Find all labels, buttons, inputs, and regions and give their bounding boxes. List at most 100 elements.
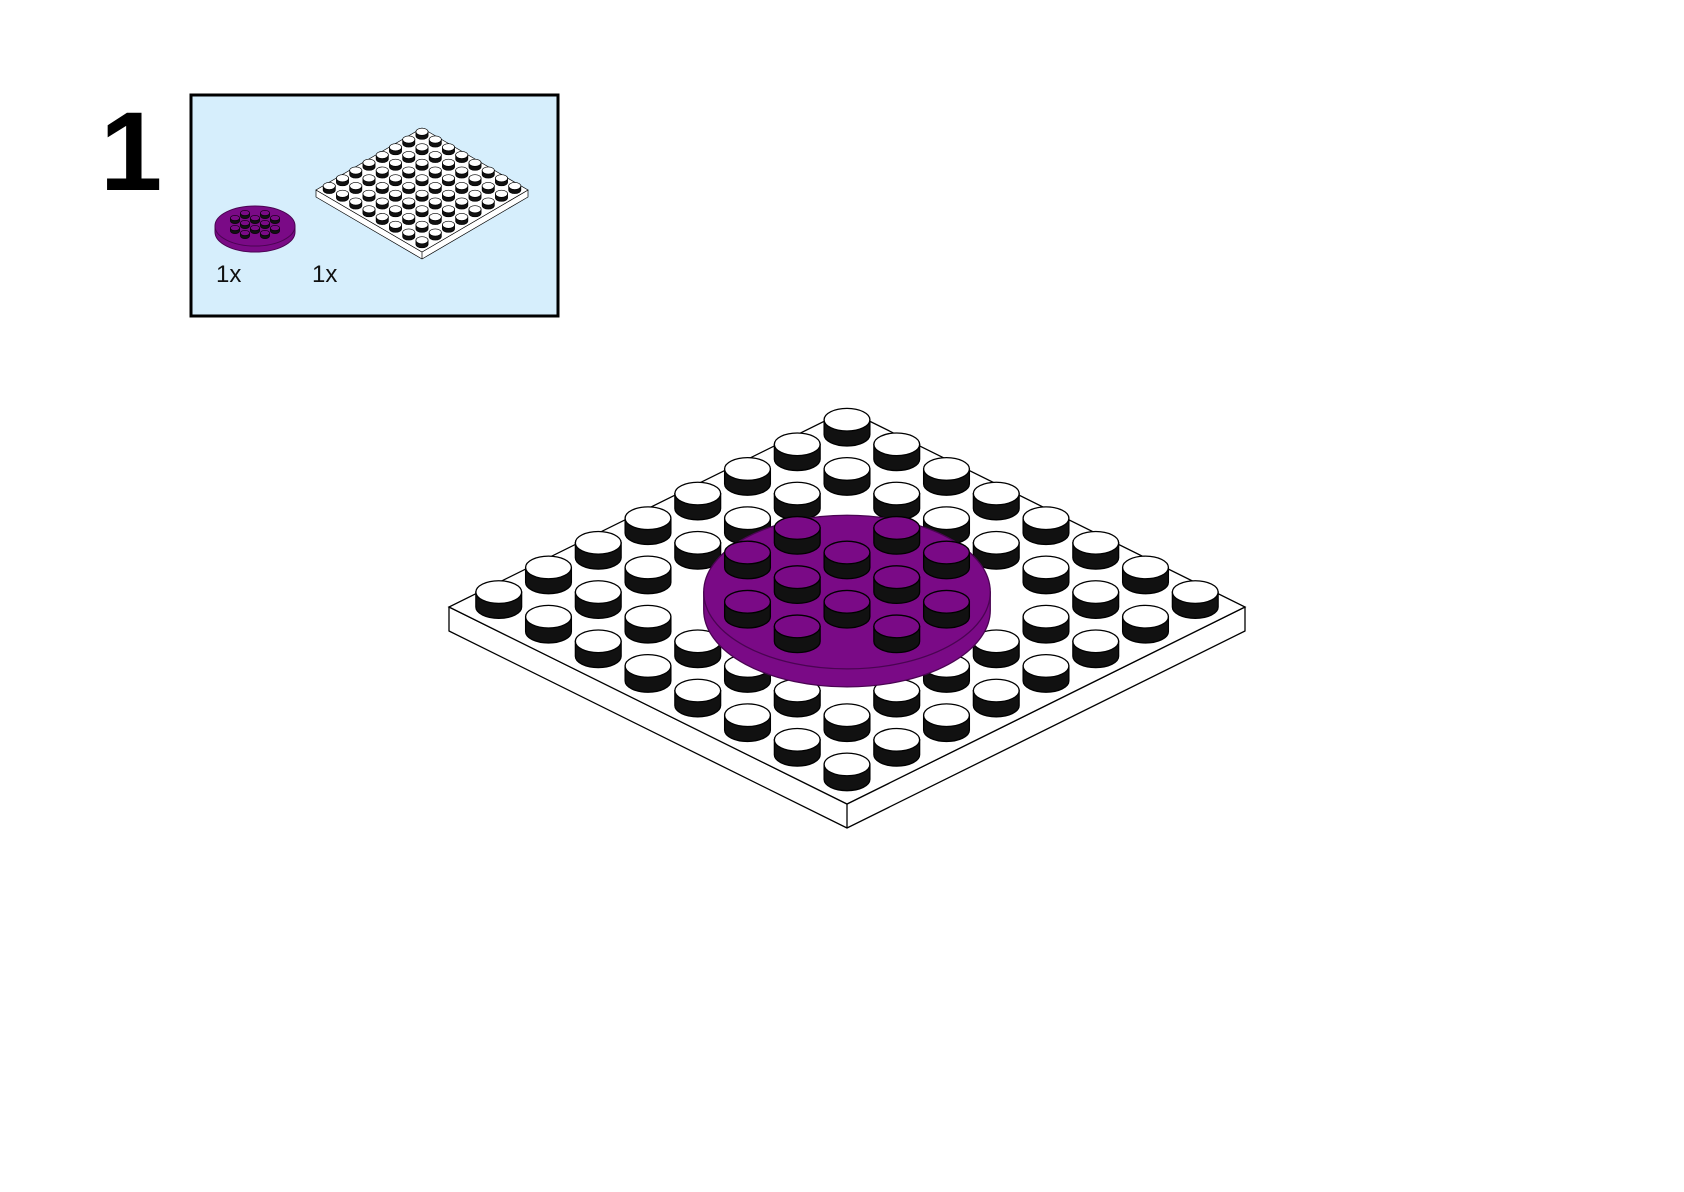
stud-top <box>389 174 402 183</box>
part-quantity: 1x <box>312 261 337 288</box>
stud <box>624 653 672 693</box>
stud <box>428 166 442 179</box>
stud-top <box>1072 580 1120 605</box>
stud <box>481 166 495 179</box>
stud-top <box>389 220 402 229</box>
stud <box>362 189 376 202</box>
stud-top <box>402 182 416 190</box>
stud <box>415 143 429 156</box>
stud <box>674 678 722 718</box>
stud <box>773 515 821 555</box>
stud-top <box>442 220 455 229</box>
stud-top <box>873 727 921 752</box>
stud <box>250 225 260 234</box>
stud <box>389 189 402 202</box>
stud-top <box>873 432 921 457</box>
stud-top <box>250 225 260 231</box>
stud <box>455 182 469 194</box>
stud <box>336 174 349 187</box>
stud <box>362 205 376 218</box>
stud-top <box>1171 580 1219 605</box>
stud-top <box>481 166 495 175</box>
stud-top <box>873 565 921 590</box>
stud-top <box>402 213 416 221</box>
stud-top <box>415 158 429 167</box>
stud <box>415 205 429 218</box>
stud-top <box>375 197 389 206</box>
stud <box>873 565 921 605</box>
stud <box>455 197 469 210</box>
stud-top <box>773 565 821 590</box>
stud-top <box>773 727 821 752</box>
stud <box>402 197 416 210</box>
stud-top <box>349 182 363 190</box>
stud-top <box>823 456 871 481</box>
stud-top <box>508 182 522 190</box>
stud-top <box>455 197 469 206</box>
stud-top <box>322 182 336 190</box>
stud-top <box>481 197 495 206</box>
stud-top <box>922 703 971 728</box>
stud <box>468 174 482 187</box>
stud <box>428 151 442 163</box>
stud <box>442 174 455 187</box>
stud <box>823 589 871 629</box>
stud-top <box>442 205 455 214</box>
stud-top <box>1022 506 1070 531</box>
stud-top <box>455 166 469 175</box>
stud <box>873 432 921 472</box>
stud-top <box>415 189 429 198</box>
stud-top <box>402 228 416 237</box>
stud <box>823 456 871 496</box>
stud-top <box>481 182 495 190</box>
stud-top <box>624 653 672 678</box>
stud <box>773 481 821 521</box>
stud <box>674 530 722 570</box>
stud-top <box>972 530 1020 555</box>
stud <box>270 215 280 224</box>
stud <box>972 481 1020 521</box>
stud-top <box>336 189 349 198</box>
stud-top <box>415 174 429 183</box>
stud <box>402 182 416 194</box>
stud <box>415 127 429 140</box>
stud-top <box>428 135 442 144</box>
stud-top <box>375 151 389 159</box>
stud <box>468 158 482 171</box>
stud <box>442 205 455 218</box>
stud-top <box>773 481 821 506</box>
stud <box>389 220 402 233</box>
stud <box>442 189 455 202</box>
stud-top <box>415 143 429 152</box>
stud <box>823 752 871 792</box>
stud-top <box>455 213 469 221</box>
stud-top <box>260 210 270 216</box>
stud-top <box>823 540 871 565</box>
stud <box>674 481 722 521</box>
stud <box>873 515 921 555</box>
stud-top <box>389 205 402 214</box>
stud <box>402 213 416 225</box>
stud-top <box>349 197 363 206</box>
stud <box>336 189 349 202</box>
stud-top <box>823 407 871 432</box>
stud <box>415 236 429 249</box>
stud-top <box>1121 555 1170 580</box>
stud-top <box>362 189 376 198</box>
stud <box>773 432 821 472</box>
stud-top <box>442 189 455 198</box>
stud-top <box>415 205 429 214</box>
stud <box>260 220 270 229</box>
stud <box>260 230 270 239</box>
stud <box>428 135 442 148</box>
stud <box>481 197 495 210</box>
stud <box>455 151 469 163</box>
stud-top <box>402 197 416 206</box>
stud-top <box>389 189 402 198</box>
stud-top <box>375 182 389 190</box>
stud <box>362 158 376 171</box>
stud-top <box>773 515 821 540</box>
stud-top <box>922 540 971 565</box>
stud <box>1022 653 1070 693</box>
